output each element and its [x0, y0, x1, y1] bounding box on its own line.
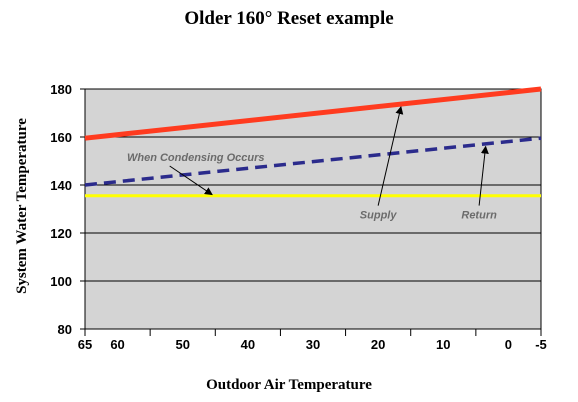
series-lines [84, 86, 542, 198]
y-tick-label-180: 180 [50, 82, 72, 97]
y-tick-label-80: 80 [58, 322, 72, 337]
annotation-label-1: Supply [360, 210, 398, 222]
y-tick-label-100: 100 [50, 274, 72, 289]
x-tick-label-60: 60 [110, 337, 124, 352]
x-axis: 65 60 50 40 30 20 10 0 -5 [78, 329, 547, 352]
series-line-supply [84, 86, 542, 141]
x-tick-label-0: 0 [505, 337, 512, 352]
y-axis: 80 100 120 140 160 180 [50, 82, 85, 337]
x-tick-label-40: 40 [241, 337, 255, 352]
x-tick-label-65: 65 [78, 337, 92, 352]
y-tick-label-160: 160 [50, 130, 72, 145]
x-tick-label-30: 30 [306, 337, 320, 352]
series-line-return [84, 136, 542, 187]
annotation-arrow-0 [169, 165, 213, 196]
x-axis-label: Outdoor Air Temperature [206, 377, 372, 393]
grid-lines [85, 136, 541, 282]
y-tick-label-140: 140 [50, 178, 72, 193]
y-tick-label-120: 120 [50, 226, 72, 241]
annotation-arrow-1 [377, 106, 404, 206]
x-tick-label-20: 20 [371, 337, 385, 352]
annotation-label-2: Return [461, 210, 497, 222]
y-axis-label: System Water Temperature [14, 118, 30, 294]
annotation-arrow-2 [478, 145, 489, 206]
annotation-label-0: When Condensing Occurs [127, 152, 265, 164]
annotations: When Condensing Occurs Supply Return [127, 106, 497, 222]
chart-title: Older 160° Reset example [184, 8, 393, 29]
x-tick-label-50: 50 [175, 337, 189, 352]
x-tick-label-10: 10 [436, 337, 450, 352]
x-tick-label--5: -5 [535, 337, 547, 352]
